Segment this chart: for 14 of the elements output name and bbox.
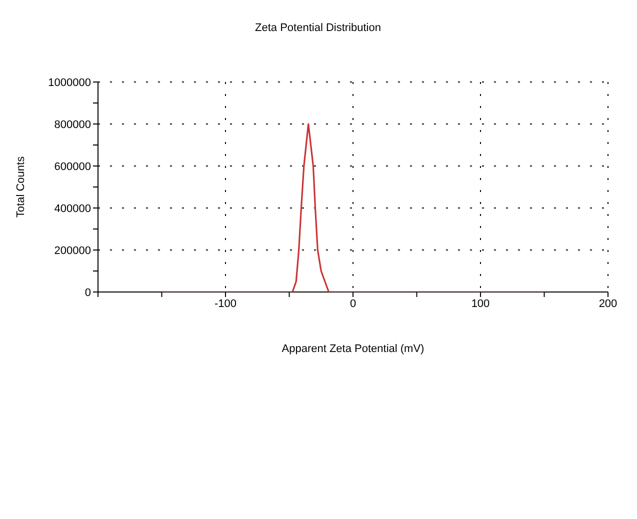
- x-axis-title: Apparent Zeta Potential (mV): [282, 343, 424, 355]
- y-tick-label: 800000: [54, 118, 91, 131]
- y-tick-label: 200000: [54, 244, 91, 257]
- x-tick-label: 0: [350, 298, 356, 310]
- x-tick-label: 100: [471, 298, 490, 310]
- y-tick-label: 600000: [54, 160, 91, 173]
- x-tick-label: 200: [598, 298, 618, 310]
- line-series: [160, 123, 546, 292]
- chart-title: Zeta Potential Distribution: [254, 21, 382, 36]
- y-tick-label: 0: [84, 286, 91, 299]
- y-axis-title: Total Counts: [14, 156, 27, 218]
- y-tick-label: 400000: [54, 202, 91, 215]
- x-tick-label: -100: [214, 298, 237, 310]
- y-tick-label: 1000000: [48, 76, 91, 89]
